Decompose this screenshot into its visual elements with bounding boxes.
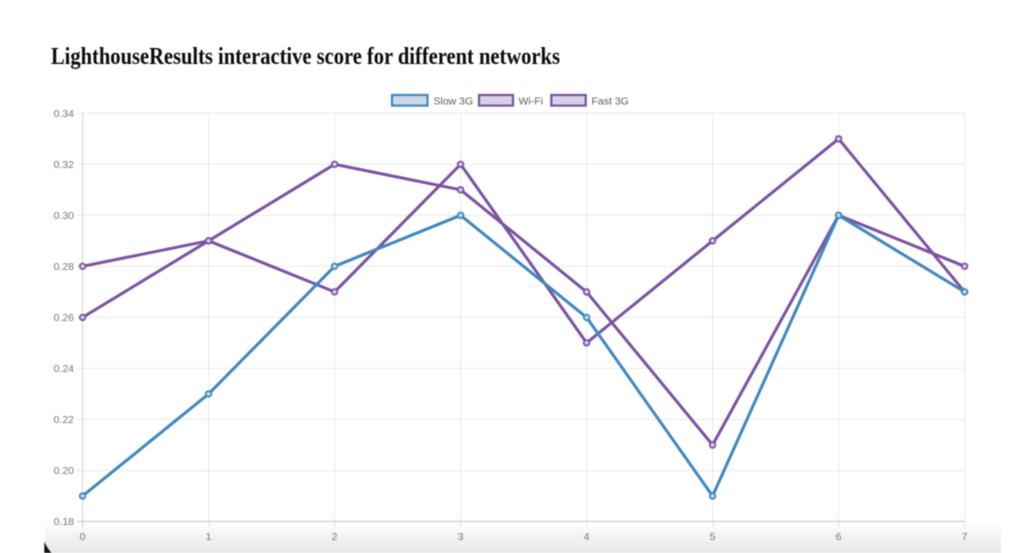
svg-text:0.22: 0.22 — [54, 414, 75, 426]
svg-text:Slow 3G: Slow 3G — [434, 95, 474, 107]
svg-text:4: 4 — [584, 531, 590, 543]
svg-text:Fast 3G: Fast 3G — [592, 95, 629, 107]
svg-text:0.26: 0.26 — [54, 312, 75, 324]
svg-text:3: 3 — [458, 531, 464, 543]
svg-text:2: 2 — [332, 531, 338, 543]
svg-text:5: 5 — [710, 531, 716, 543]
svg-text:7: 7 — [962, 531, 968, 543]
svg-text:0.18: 0.18 — [54, 516, 75, 528]
svg-text:0.34: 0.34 — [54, 108, 75, 120]
svg-text:0.32: 0.32 — [54, 159, 75, 171]
svg-text:0.28: 0.28 — [54, 261, 75, 273]
svg-text:1: 1 — [206, 531, 212, 543]
svg-text:6: 6 — [836, 531, 842, 543]
svg-text:0.20: 0.20 — [54, 465, 75, 477]
svg-text:Wi-Fi: Wi-Fi — [519, 95, 544, 107]
svg-text:0: 0 — [80, 531, 86, 543]
svg-text:0.30: 0.30 — [54, 210, 75, 222]
svg-text:0.24: 0.24 — [54, 363, 75, 375]
